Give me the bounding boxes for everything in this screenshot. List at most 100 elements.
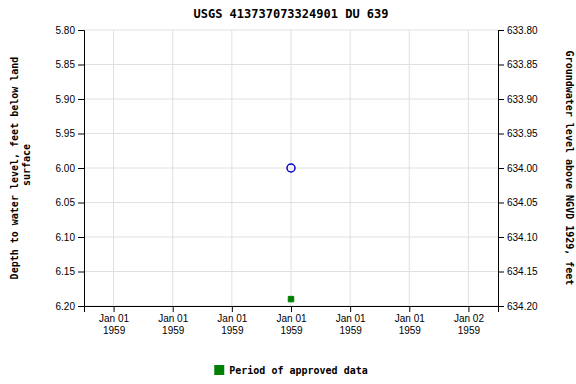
x-tick-label-line: Jan 01 bbox=[336, 313, 366, 324]
y2-tick: 633.85 bbox=[498, 59, 538, 70]
y2-tick-mark bbox=[498, 203, 504, 204]
y2-tick: 634.05 bbox=[498, 197, 538, 208]
legend-label: Period of approved data bbox=[229, 365, 367, 376]
grid bbox=[84, 30, 498, 306]
x-tick: Jan 011959 bbox=[217, 306, 247, 336]
y-tick: 6.20 bbox=[56, 301, 84, 312]
x-tick-label: Jan 011959 bbox=[336, 313, 366, 336]
y2-tick-mark bbox=[498, 99, 504, 100]
y2-tick: 634.20 bbox=[498, 301, 538, 312]
legend: Period of approved data bbox=[214, 365, 367, 376]
x-tick: Jan 011959 bbox=[336, 306, 366, 336]
legend-swatch bbox=[214, 365, 224, 375]
x-tick-mark bbox=[114, 306, 115, 312]
x-tick-label-line: Jan 02 bbox=[454, 313, 484, 324]
y2-tick-label: 634.20 bbox=[507, 301, 538, 312]
x-tick: Jan 011959 bbox=[395, 306, 425, 336]
chart-svg: Jan 011959Jan 011959Jan 011959Jan 011959… bbox=[0, 0, 576, 384]
y-axis-label-line: surface bbox=[21, 144, 32, 192]
y-tick: 6.05 bbox=[56, 197, 84, 208]
grid-line-x bbox=[231, 30, 232, 306]
y2-tick-mark bbox=[498, 237, 504, 238]
y-tick-mark bbox=[78, 65, 84, 66]
grid-line-x bbox=[468, 30, 469, 306]
y-tick-mark bbox=[78, 203, 84, 204]
x-tick-label: Jan 011959 bbox=[276, 313, 306, 336]
x-tick-label: Jan 011959 bbox=[395, 313, 425, 336]
x-tick-label-line: 1959 bbox=[458, 325, 481, 336]
x-tick-label: Jan 011959 bbox=[99, 313, 129, 336]
y2-tick: 633.80 bbox=[498, 25, 538, 36]
y-tick-label: 6.10 bbox=[56, 232, 76, 243]
y2-tick-mark bbox=[498, 272, 504, 273]
y-tick: 6.10 bbox=[56, 232, 84, 243]
x-tick-mark bbox=[409, 306, 410, 312]
y-tick-mark bbox=[78, 237, 84, 238]
x-tick-mark bbox=[468, 306, 469, 312]
grid-line-x bbox=[409, 30, 410, 306]
y-tick-label: 5.80 bbox=[56, 25, 76, 36]
chart-container: Jan 011959Jan 011959Jan 011959Jan 011959… bbox=[0, 0, 576, 384]
x-tick-mark bbox=[291, 306, 292, 312]
y2-tick-mark bbox=[498, 30, 504, 31]
x-tick-label-line: Jan 01 bbox=[99, 313, 129, 324]
grid-line-x bbox=[172, 30, 173, 306]
legend-item: Period of approved data bbox=[214, 365, 367, 376]
title: USGS 413737073324901 DU 639 bbox=[193, 7, 388, 21]
y-tick-label: 6.15 bbox=[56, 266, 76, 277]
plot: Jan 011959Jan 011959Jan 011959Jan 011959… bbox=[56, 25, 538, 336]
x-tick-label: Jan 011959 bbox=[158, 313, 188, 336]
y-tick: 5.80 bbox=[56, 25, 84, 36]
point bbox=[288, 296, 293, 301]
x-tick-label-line: Jan 01 bbox=[395, 313, 425, 324]
marks bbox=[287, 164, 295, 302]
x-tick-label-line: 1959 bbox=[103, 325, 126, 336]
y2-axis: 633.80633.85633.90633.95634.00634.05634.… bbox=[498, 25, 538, 312]
x-tick-label-line: Jan 01 bbox=[217, 313, 247, 324]
y-tick-mark bbox=[78, 306, 84, 307]
y2-tick-label: 633.85 bbox=[507, 59, 538, 70]
y2-tick-mark bbox=[498, 65, 504, 66]
y-tick-label: 5.95 bbox=[56, 128, 76, 139]
x-tick-label-line: Jan 01 bbox=[158, 313, 188, 324]
y-axis-label-line: Depth to water level, feet below land bbox=[9, 57, 20, 280]
x-tick: Jan 011959 bbox=[99, 306, 129, 336]
y-tick: 5.90 bbox=[56, 94, 84, 105]
y-axis-label: Depth to water level, feet below land su… bbox=[9, 57, 32, 280]
grid-line-x bbox=[350, 30, 351, 306]
x-tick-label-line: 1959 bbox=[399, 325, 422, 336]
point bbox=[287, 164, 295, 172]
x-tick-mark bbox=[173, 306, 174, 312]
y-tick-mark bbox=[78, 134, 84, 135]
y2-tick-mark bbox=[498, 134, 504, 135]
y2-tick-label: 634.15 bbox=[507, 266, 538, 277]
y2-tick-label: 634.05 bbox=[507, 197, 538, 208]
x-tick-label-line: 1959 bbox=[340, 325, 363, 336]
x-tick-label: Jan 011959 bbox=[217, 313, 247, 336]
x-tick-mark bbox=[350, 306, 351, 312]
y2-axis-label-line: Groundwater level above NGVD 1929, feet bbox=[564, 51, 575, 286]
y2-tick-label: 634.10 bbox=[507, 232, 538, 243]
x-tick-label: Jan 021959 bbox=[454, 313, 484, 336]
axis-line bbox=[78, 31, 85, 307]
y2-tick: 634.15 bbox=[498, 266, 538, 277]
x-axis: Jan 011959Jan 011959Jan 011959Jan 011959… bbox=[85, 306, 499, 336]
x-tick-label-line: 1959 bbox=[221, 325, 244, 336]
y2-axis-label: Groundwater level above NGVD 1929, feet bbox=[564, 51, 575, 286]
y-tick: 6.00 bbox=[56, 163, 84, 174]
x-tick-label-line: Jan 01 bbox=[276, 313, 306, 324]
y-tick-mark bbox=[78, 30, 84, 31]
y-tick-label: 5.90 bbox=[56, 94, 76, 105]
y-tick-label: 5.85 bbox=[56, 59, 76, 70]
y-tick: 6.15 bbox=[56, 266, 84, 277]
x-tick-mark bbox=[232, 306, 233, 312]
axis-line bbox=[85, 307, 499, 313]
y2-tick-mark bbox=[498, 306, 504, 307]
y-tick-mark bbox=[78, 168, 84, 169]
y-tick: 5.85 bbox=[56, 59, 84, 70]
y2-tick: 634.10 bbox=[498, 232, 538, 243]
grid-line-x bbox=[291, 30, 292, 306]
y-tick-mark bbox=[78, 99, 84, 100]
axis-line bbox=[499, 31, 505, 307]
x-tick-label-line: 1959 bbox=[280, 325, 303, 336]
